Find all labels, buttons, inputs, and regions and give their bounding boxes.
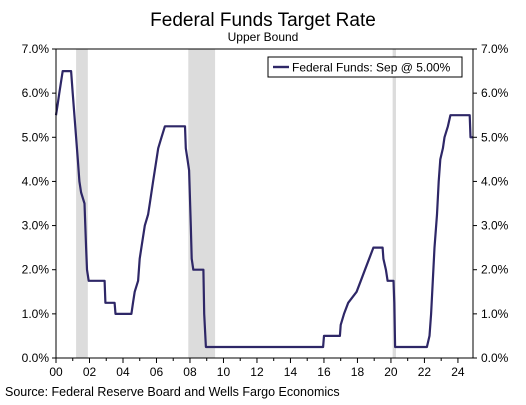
y-tick-label-left: 3.0% [22, 219, 50, 233]
x-tick-label: 08 [183, 365, 197, 379]
y-axes: 0.0% 0.0% 1.0% 1.0% 2.0% 2.0% 3.0% 3.0% 4.0% 4.0%… [22, 42, 509, 365]
x-tick-label: 20 [384, 365, 398, 379]
series-layer [54, 70, 473, 349]
x-tick-label: 18 [351, 365, 365, 379]
recession-band [392, 49, 396, 358]
x-tick-label: 04 [116, 365, 130, 379]
y-tick-label-left: 0.0% [22, 351, 50, 365]
x-tick-label: 22 [418, 365, 432, 379]
y-tick-label-right: 3.0% [481, 219, 509, 233]
x-tick-label: 10 [217, 365, 231, 379]
legend-label: Federal Funds: Sep @ 5.00% [292, 61, 451, 75]
y-tick-label-right: 2.0% [481, 263, 509, 277]
legend-box [267, 56, 463, 78]
x-tick-label: 12 [250, 365, 264, 379]
y-tick-label-right: 7.0% [481, 42, 509, 56]
x-tick-label: 02 [83, 365, 97, 379]
recession-band [188, 49, 216, 358]
x-tick-label: 24 [451, 365, 465, 379]
x-axis: 00 02 04 06 08 10 12 14 16 18 20 22 24 [49, 358, 465, 379]
x-tick-label: 00 [49, 365, 63, 379]
x-tick-label: 16 [317, 365, 331, 379]
y-tick-label-right: 6.0% [481, 86, 509, 100]
y-tick-label-left: 2.0% [22, 263, 50, 277]
y-tick-label-right: 4.0% [481, 174, 509, 188]
y-tick-label-right: 1.0% [481, 307, 509, 321]
chart-title: Federal Funds Target Rate [150, 10, 376, 31]
y-tick-label-right: 5.0% [481, 130, 509, 144]
y-tick-label-left: 7.0% [22, 42, 50, 56]
y-tick-label-left: 4.0% [22, 174, 50, 188]
recession-shading [76, 49, 396, 358]
recession-band [76, 49, 88, 358]
chart-subtitle: Upper Bound [228, 30, 299, 44]
source-note: Source: Federal Reserve Board and Wells … [5, 385, 340, 399]
y-tick-label-left: 5.0% [22, 130, 50, 144]
y-tick-label-right: 0.0% [481, 351, 509, 365]
x-tick-label: 06 [150, 365, 164, 379]
y-tick-label-left: 6.0% [22, 86, 50, 100]
x-tick-label: 14 [284, 365, 298, 379]
series-line-federal-funds [54, 70, 473, 349]
legend: Federal Funds: Sep @ 5.00% [267, 56, 463, 78]
y-tick-label-left: 1.0% [22, 307, 50, 321]
plot-frame [55, 48, 474, 359]
